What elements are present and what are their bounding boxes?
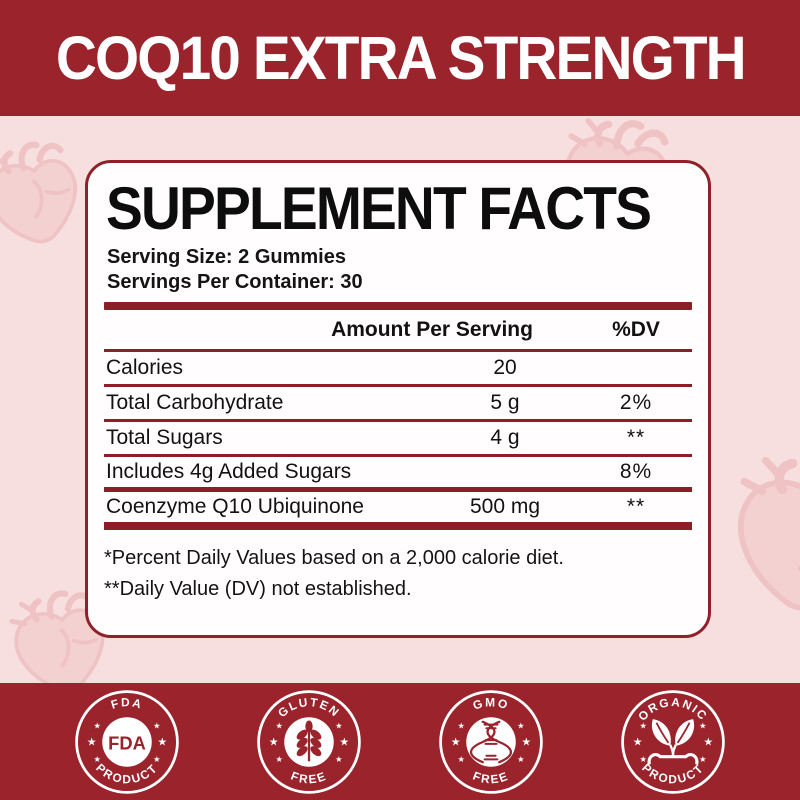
nutrient-dv: ** <box>626 495 646 518</box>
svg-text:GMO: GMO <box>471 695 511 712</box>
nutrient-amount: 500 mg <box>469 495 541 518</box>
svg-text:★: ★ <box>517 720 524 730</box>
svg-text:★: ★ <box>276 720 283 730</box>
fda-seal-icon: FDA <box>102 716 152 767</box>
svg-text:★: ★ <box>640 720 647 730</box>
svg-text:FREE: FREE <box>289 768 329 786</box>
nutrient-name: Includes 4g Added Sugars <box>106 460 352 483</box>
badge-bottom-label: FREE <box>471 768 509 786</box>
panel-title: SUPPLEMENT FACTS <box>106 175 652 242</box>
svg-text:★: ★ <box>157 735 167 748</box>
footnote-daily-values: *Percent Daily Values based on a 2,000 c… <box>104 547 564 569</box>
svg-text:★: ★ <box>94 753 101 763</box>
badge-top-label: GMO <box>471 695 509 712</box>
nutrient-dv: ** <box>626 426 646 449</box>
servings-per-container: Servings Per Container: 30 <box>107 271 363 293</box>
table-row: Coenzyme Q10 Ubiquinone 500 mg ** <box>104 492 692 530</box>
divider-bar <box>104 302 692 310</box>
facts-rows: Calories 20 Total Carbohydrate 5 g 2% To… <box>104 352 692 530</box>
nutrient-name: Coenzyme Q10 Ubiquinone <box>106 495 364 518</box>
badge-organic-product: ORGANIC PRODUCT ★ ★ ★ ★ ★ ★ <box>618 687 728 797</box>
product-title: COQ10 EXTRA STRENGTH <box>55 24 747 92</box>
footnote-dv-not-established: **Daily Value (DV) not established. <box>104 578 412 600</box>
table-row: Total Sugars 4 g ** <box>104 422 692 457</box>
column-header-dv: %DV <box>612 317 660 341</box>
badge-gluten-free: GLUTEN FREE ★ ★ ★ ★ ★ ★ <box>254 687 364 797</box>
svg-text:★: ★ <box>451 735 461 748</box>
svg-text:★: ★ <box>335 720 342 730</box>
svg-text:★: ★ <box>276 753 283 763</box>
badge-strip: FDA PRODUCT ★ ★ ★ ★ ★ ★ FDA <box>0 683 800 800</box>
svg-text:FDA: FDA <box>109 695 144 712</box>
serving-size: Serving Size: 2 Gummies <box>107 246 346 268</box>
nutrient-amount: 5 g <box>490 391 520 414</box>
supplement-facts-panel: SUPPLEMENT FACTS Serving Size: 2 Gummies… <box>85 160 711 638</box>
nutrient-dv: 2% <box>619 391 653 414</box>
table-row: Calories 20 <box>104 352 692 387</box>
svg-text:★: ★ <box>335 753 342 763</box>
nutrient-name: Total Carbohydrate <box>106 391 284 414</box>
header-banner: COQ10 EXTRA STRENGTH <box>0 0 800 116</box>
svg-text:★: ★ <box>521 735 531 748</box>
svg-text:★: ★ <box>699 720 706 730</box>
svg-text:★: ★ <box>339 735 349 748</box>
svg-text:★: ★ <box>458 753 465 763</box>
table-row: Includes 4g Added Sugars 8% <box>104 457 692 492</box>
nutrient-name: Calories <box>106 356 184 379</box>
svg-text:★: ★ <box>153 753 160 763</box>
facts-table-header: Amount Per Serving %DV <box>104 310 692 352</box>
dna-icon <box>466 716 516 767</box>
svg-text:★: ★ <box>458 720 465 730</box>
svg-text:★: ★ <box>269 735 279 748</box>
svg-text:★: ★ <box>517 753 524 763</box>
svg-text:★: ★ <box>153 720 160 730</box>
svg-text:★: ★ <box>699 753 706 763</box>
svg-text:★: ★ <box>94 720 101 730</box>
nutrient-dv: 8% <box>619 460 653 483</box>
nutrient-amount: 20 <box>493 356 517 379</box>
badge-gmo-free: GMO FREE ★ ★ ★ ★ ★ ★ <box>436 687 546 797</box>
badge-top-label: FDA <box>109 695 143 712</box>
svg-text:★: ★ <box>87 735 97 748</box>
sprout-icon <box>647 718 699 765</box>
badge-bottom-label: FREE <box>289 768 327 786</box>
wheat-icon <box>284 716 334 767</box>
svg-text:★: ★ <box>633 735 643 748</box>
nutrient-name: Total Sugars <box>106 426 223 449</box>
badge-fda-product: FDA PRODUCT ★ ★ ★ ★ ★ ★ FDA <box>72 687 182 797</box>
fda-center-text: FDA <box>108 732 146 753</box>
column-header-amount: Amount Per Serving <box>331 317 533 341</box>
table-row: Total Carbohydrate 5 g 2% <box>104 387 692 422</box>
svg-text:★: ★ <box>640 753 647 763</box>
nutrient-amount: 4 g <box>490 426 520 449</box>
footnotes: *Percent Daily Values based on a 2,000 c… <box>104 543 692 605</box>
svg-text:★: ★ <box>703 735 713 748</box>
svg-text:FREE: FREE <box>471 768 511 786</box>
